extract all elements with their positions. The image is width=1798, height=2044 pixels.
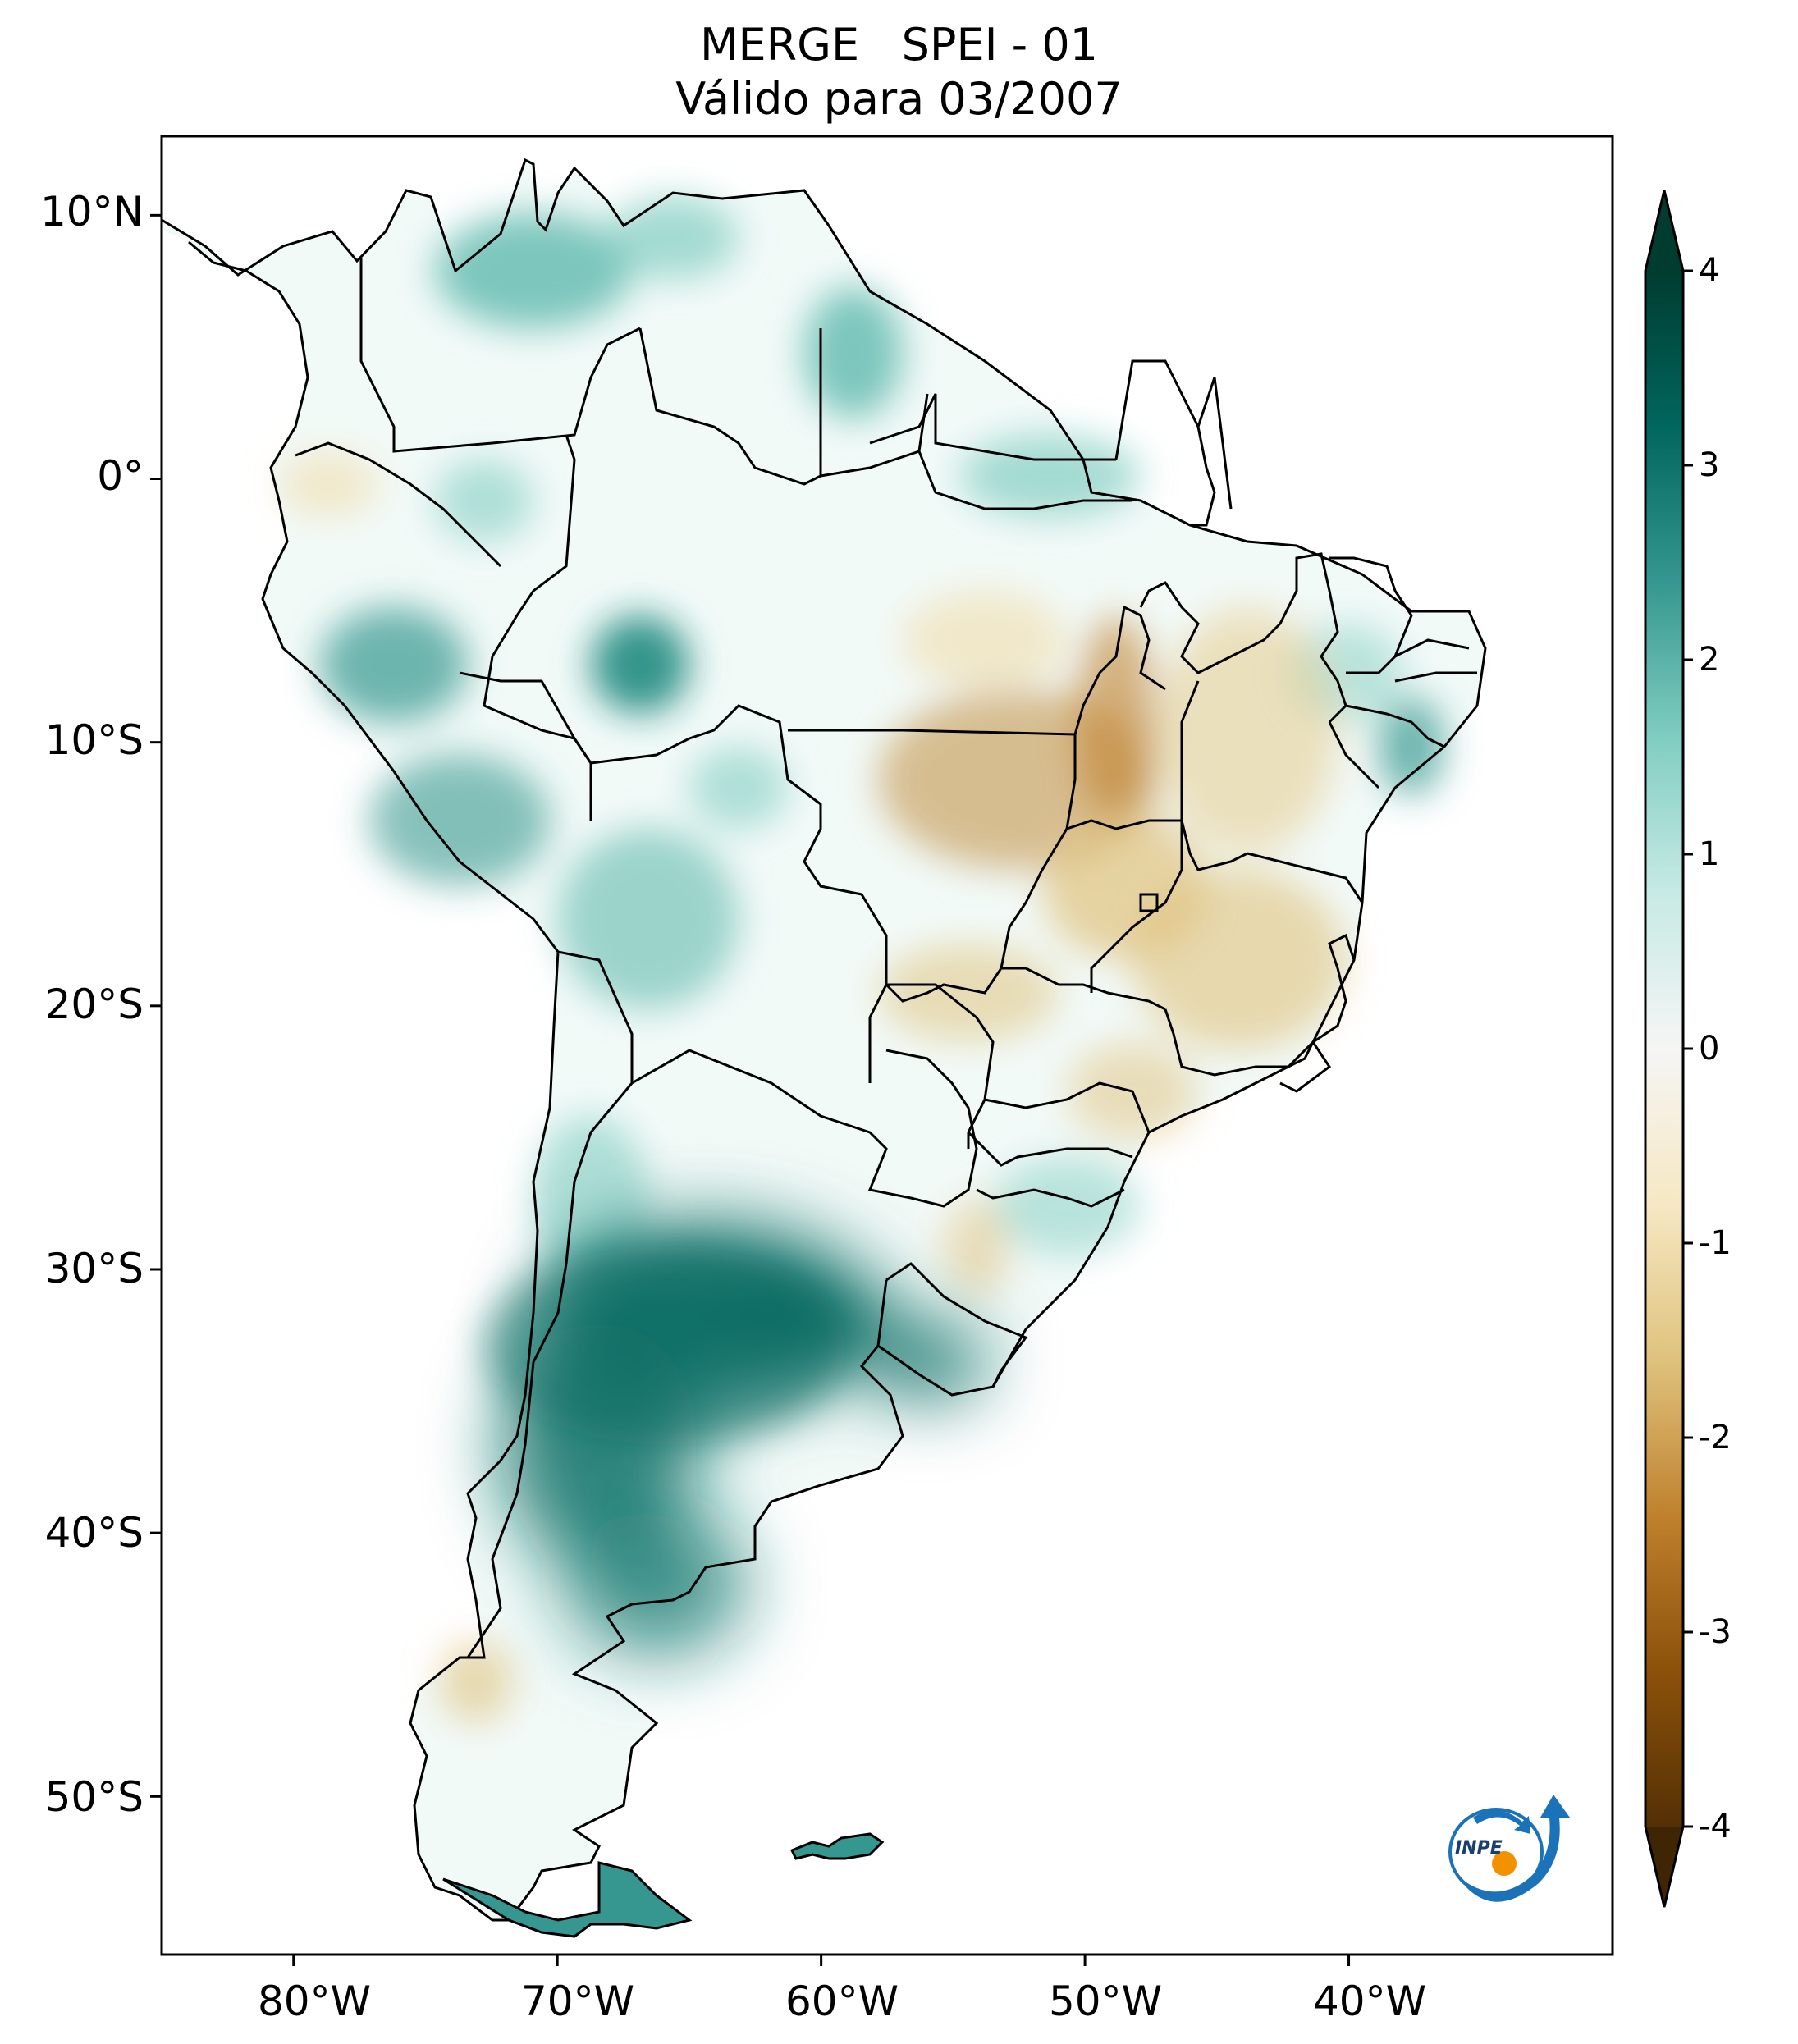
- logo-sun: [1492, 1851, 1517, 1876]
- country-border: [885, 1262, 1028, 1388]
- wet-patch: [369, 755, 550, 886]
- state-border: [1279, 552, 1347, 724]
- lat-label: 20°S: [44, 981, 144, 1028]
- wet-patch: [435, 460, 533, 542]
- country-border: [876, 1279, 888, 1347]
- state-border: [885, 967, 1003, 1003]
- lat-label: 0°: [97, 452, 144, 500]
- logo-text: INPE: [1455, 1838, 1503, 1859]
- logo-swoosh: [1457, 1795, 1570, 1902]
- colorbar-label: -1: [1699, 1224, 1732, 1262]
- lon-label: 50°W: [1048, 1978, 1163, 2025]
- lon-label: 60°W: [785, 1978, 899, 2025]
- tierra-del-fuego: [442, 1861, 693, 1938]
- map-title: MERGE SPEI - 01: [699, 19, 1099, 71]
- dry-patch: [439, 1641, 513, 1723]
- wet-patch: [960, 435, 1141, 517]
- state-border: [1139, 893, 1159, 912]
- wet-patch: [804, 287, 903, 418]
- state-border: [788, 605, 1166, 736]
- country-border: [459, 671, 888, 1083]
- state-border: [1065, 734, 1182, 831]
- colorbar-bar: [1645, 271, 1683, 1827]
- colorbar-label: 4: [1699, 252, 1720, 290]
- dry-patch: [1157, 607, 1338, 853]
- country-border: [631, 1049, 978, 1208]
- wet-core: [566, 1510, 747, 1658]
- dry-patch: [279, 451, 377, 517]
- colorbar-extend-min: [1645, 1827, 1683, 1907]
- colorbar-label: -3: [1699, 1613, 1732, 1651]
- state-border: [1196, 377, 1233, 510]
- wet-core: [870, 1325, 985, 1399]
- state-border: [1394, 671, 1477, 683]
- state-border: [1328, 721, 1380, 789]
- state-border: [1279, 1041, 1332, 1093]
- country-border: [295, 441, 502, 568]
- colorbar-label: 0: [1699, 1030, 1720, 1068]
- wet-patch: [993, 1157, 1141, 1255]
- country-border: [557, 950, 634, 1083]
- colorbar-label: -4: [1699, 1808, 1732, 1845]
- axis-ticks: [150, 213, 1351, 1966]
- wet-patch: [435, 213, 632, 328]
- state-border: [967, 1131, 1133, 1167]
- coastline: [162, 158, 1487, 1922]
- dry-patch: [944, 1198, 1009, 1296]
- colorbar: [1644, 190, 1693, 1908]
- logo-orbit-arrow: [1473, 1810, 1530, 1834]
- lat-label: 10°N: [39, 188, 144, 235]
- wet-patch: [1379, 697, 1444, 796]
- falkland-islands: [789, 1832, 885, 1860]
- state-border: [1247, 852, 1364, 903]
- lat-label: 10°S: [44, 716, 144, 764]
- map-subtitle: Válido para 03/2007: [675, 73, 1123, 125]
- country-border: [466, 1082, 634, 1658]
- south-america-land: [162, 160, 1485, 1920]
- wet-core: [484, 1247, 845, 1444]
- lat-label: 40°S: [44, 1509, 144, 1557]
- wet-patch: [591, 615, 689, 714]
- lat-label: 50°S: [44, 1773, 144, 1821]
- state-border: [1329, 556, 1413, 674]
- colorbar-label: 2: [1699, 641, 1720, 679]
- map-area: [162, 158, 1487, 1938]
- lon-label: 70°W: [520, 1978, 635, 2025]
- dry-patch: [903, 591, 1067, 689]
- state-border: [1345, 704, 1445, 748]
- lat-label: 30°S: [44, 1245, 144, 1292]
- state-border: [976, 1188, 1125, 1208]
- dry-patch: [878, 944, 1059, 1042]
- wet-patch: [607, 197, 739, 279]
- state-border: [869, 393, 1116, 461]
- lon-label: 40°W: [1312, 1978, 1427, 2025]
- wet-patch: [689, 747, 788, 829]
- map-frame: [160, 135, 1614, 1956]
- state-border: [1139, 581, 1282, 674]
- country-border: [638, 327, 929, 486]
- state-border: [1394, 638, 1470, 658]
- state-border: [917, 450, 1132, 510]
- inpe-logo: INPE: [1448, 1795, 1570, 1902]
- state-border: [1090, 821, 1183, 993]
- colorbar-extend-max: [1645, 190, 1683, 271]
- spei-field: [279, 197, 1444, 1723]
- country-border: [359, 258, 641, 453]
- lon-label: 80°W: [257, 1978, 372, 2025]
- dry-patch: [1075, 615, 1157, 829]
- dry-patch: [1132, 870, 1346, 1050]
- state-border: [984, 1081, 1151, 1133]
- state-border: [1180, 680, 1248, 871]
- wet-patch: [558, 829, 739, 1009]
- state-border: [1000, 828, 1166, 1011]
- colorbar-ticks: [1683, 269, 1693, 1828]
- colorbar-label: 3: [1699, 446, 1720, 484]
- borders: [162, 158, 1487, 1922]
- wet-patch: [320, 607, 468, 722]
- colorbar-label: -2: [1699, 1419, 1732, 1456]
- colorbar-label: 1: [1699, 835, 1720, 873]
